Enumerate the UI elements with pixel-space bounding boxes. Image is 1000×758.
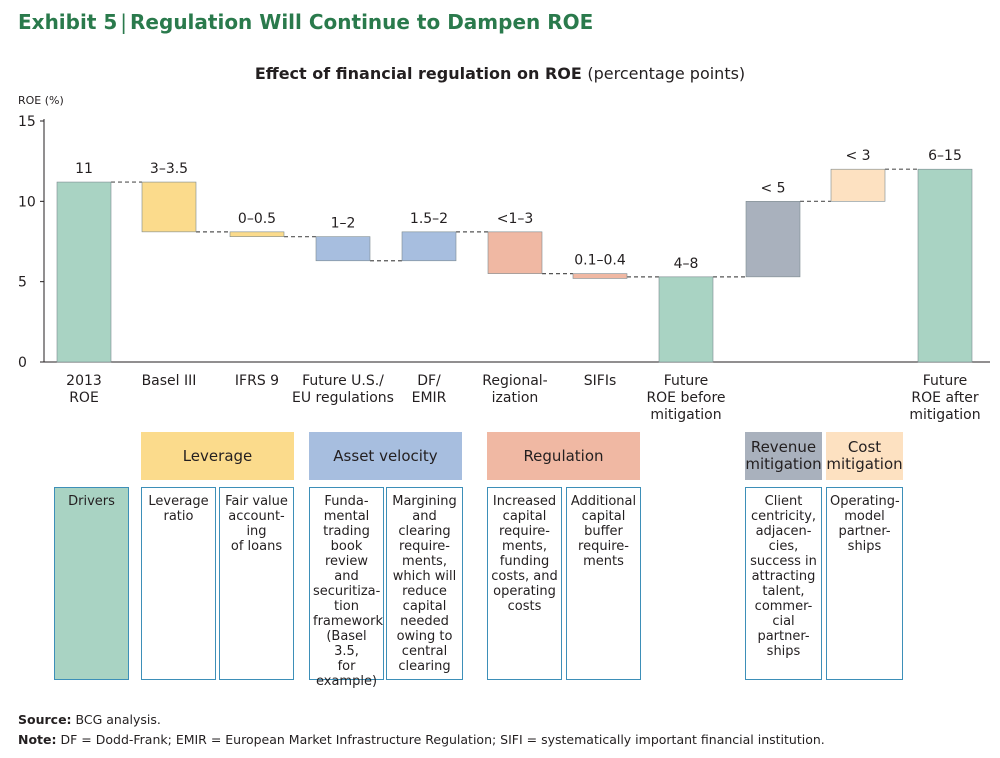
category-label: mitigation (909, 407, 980, 423)
exhibit-label: Exhibit 5 (18, 10, 118, 34)
exhibit-title: Regulation Will Continue to Dampen ROE (130, 10, 594, 34)
bar (315, 236, 371, 262)
y-axis-label: ROE (%) (18, 94, 64, 107)
category-label: 2013 (66, 373, 102, 389)
source-label: Source: (18, 712, 72, 727)
note-label: Note: (18, 732, 57, 747)
source-line: Source: BCG analysis. (18, 712, 161, 727)
category-label: Regional- (482, 373, 547, 389)
category-label: mitigation (650, 407, 721, 423)
bar (229, 231, 285, 237)
bar (830, 168, 886, 202)
data-label: 3–3.5 (150, 161, 188, 177)
category-label: DF/ (417, 373, 441, 389)
note-line: Note: DF = Dodd-Frank; EMIR = European M… (18, 732, 825, 747)
driver-box: Additional capital buffer require- ments (566, 487, 641, 680)
category-label: Future (923, 373, 968, 389)
bar (487, 231, 543, 274)
category-label: ROE before (646, 390, 725, 406)
data-label: < 5 (760, 180, 785, 196)
category-label: EU regulations (292, 390, 394, 406)
data-label: 11 (75, 161, 93, 177)
category-label: EMIR (412, 390, 447, 406)
source-text: BCG analysis. (75, 712, 161, 727)
bar (141, 181, 197, 233)
exhibit-heading: Exhibit 5 | Regulation Will Continue to Da… (18, 10, 593, 34)
bar (401, 231, 457, 262)
y-tick-label: 0 (18, 355, 27, 371)
chart-title-units: (percentage points) (587, 64, 746, 83)
group-header: Regulation (487, 432, 640, 480)
category-label: ROE (69, 390, 99, 406)
chart-title-main: Effect of financial regulation on ROE (254, 64, 582, 83)
driver-box: Operating- model partner- ships (826, 487, 903, 680)
category-label: Future U.S./ (302, 373, 384, 389)
data-label: 4–8 (674, 256, 699, 272)
data-label: 0–0.5 (238, 211, 276, 227)
bar (917, 168, 973, 363)
category-label: SIFIs (584, 373, 617, 389)
y-tick-label: 10 (18, 194, 36, 210)
exhibit-separator: | (120, 10, 128, 34)
bar (56, 181, 112, 363)
driver-box: Increased capital require- ments, fundin… (487, 487, 562, 680)
bar (745, 201, 801, 278)
driver-box: Funda- mental trading book review and se… (309, 487, 384, 689)
category-label: ROE after (911, 390, 978, 406)
group-header: Leverage (141, 432, 294, 480)
data-label: 6–15 (928, 148, 962, 164)
category-label: ization (492, 390, 539, 406)
driver-box: Fair value account- ing of loans (219, 487, 294, 680)
category-label: IFRS 9 (235, 373, 279, 389)
bar (658, 276, 714, 363)
driver-box: Client centricity, adjacen- cies, succes… (745, 487, 822, 680)
category-label: Future (664, 373, 709, 389)
chart-title: Effect of financial regulation on ROE (p… (0, 64, 1000, 83)
group-header: Revenue mitigation (745, 432, 822, 480)
data-label: <1–3 (497, 211, 534, 227)
data-label: < 3 (845, 148, 870, 164)
data-label: 1–2 (331, 216, 356, 232)
note-text: DF = Dodd-Frank; EMIR = European Market … (60, 732, 825, 747)
y-tick-label: 5 (18, 275, 27, 291)
y-tick-label: 15 (18, 114, 36, 130)
data-label: 0.1–0.4 (574, 253, 626, 269)
driver-box: Leverage ratio (141, 487, 216, 680)
category-label: Basel III (142, 373, 197, 389)
data-label: 1.5–2 (410, 211, 448, 227)
bar (572, 273, 628, 279)
drivers-label-box: Drivers (54, 487, 129, 680)
driver-box: Margining and clearing require- ments, w… (386, 487, 463, 680)
group-header: Asset velocity (309, 432, 462, 480)
group-header: Cost mitigation (826, 432, 903, 480)
